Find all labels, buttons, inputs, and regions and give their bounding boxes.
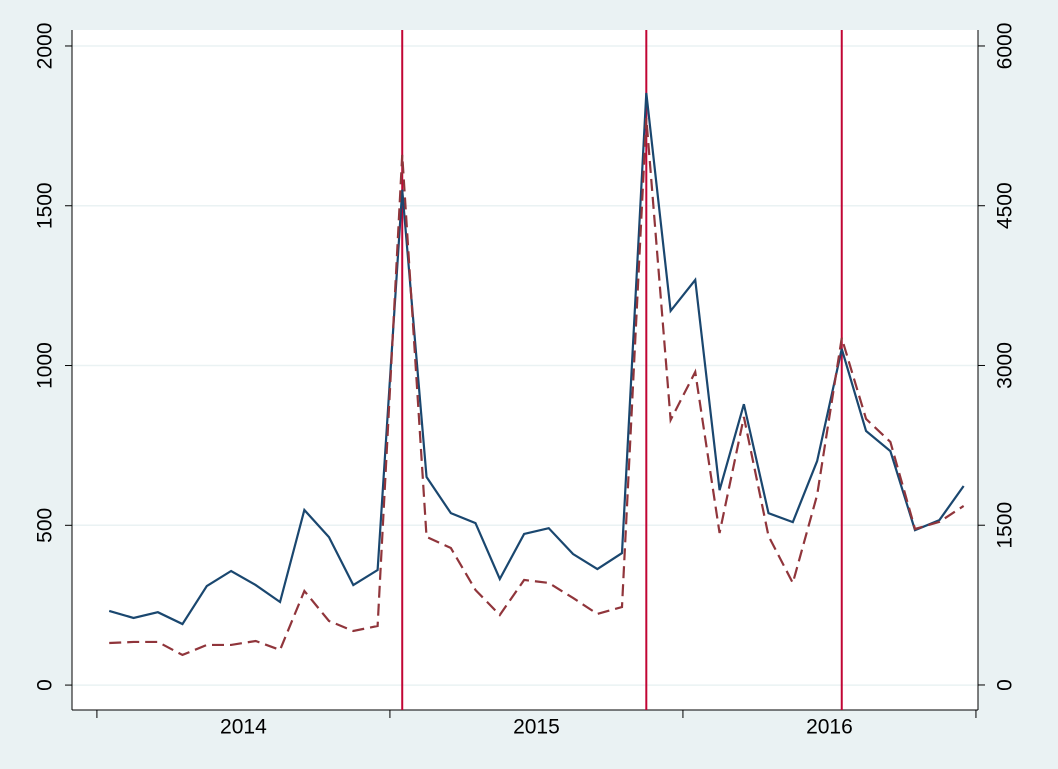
x-tick-label: 2014 (220, 716, 267, 739)
series-line (109, 117, 965, 657)
y2-tick-label: 3000 (994, 342, 1017, 389)
series-line (108, 92, 965, 626)
y-tick-label: 500 (34, 508, 57, 543)
y-tick-label: 2000 (34, 23, 57, 70)
y-tick-label: 1500 (34, 182, 57, 229)
y-tick-label: 0 (34, 679, 57, 691)
y2-tick-label: 0 (994, 679, 1017, 691)
plot-area (72, 30, 978, 710)
y2-tick-label: 6000 (994, 23, 1017, 70)
y2-tick-label: 1500 (994, 502, 1017, 549)
x-tick-label: 2016 (806, 716, 853, 739)
x-tick-label: 2015 (513, 716, 560, 739)
y-tick-label: 1000 (34, 342, 57, 389)
y2-tick-label: 4500 (994, 182, 1017, 229)
